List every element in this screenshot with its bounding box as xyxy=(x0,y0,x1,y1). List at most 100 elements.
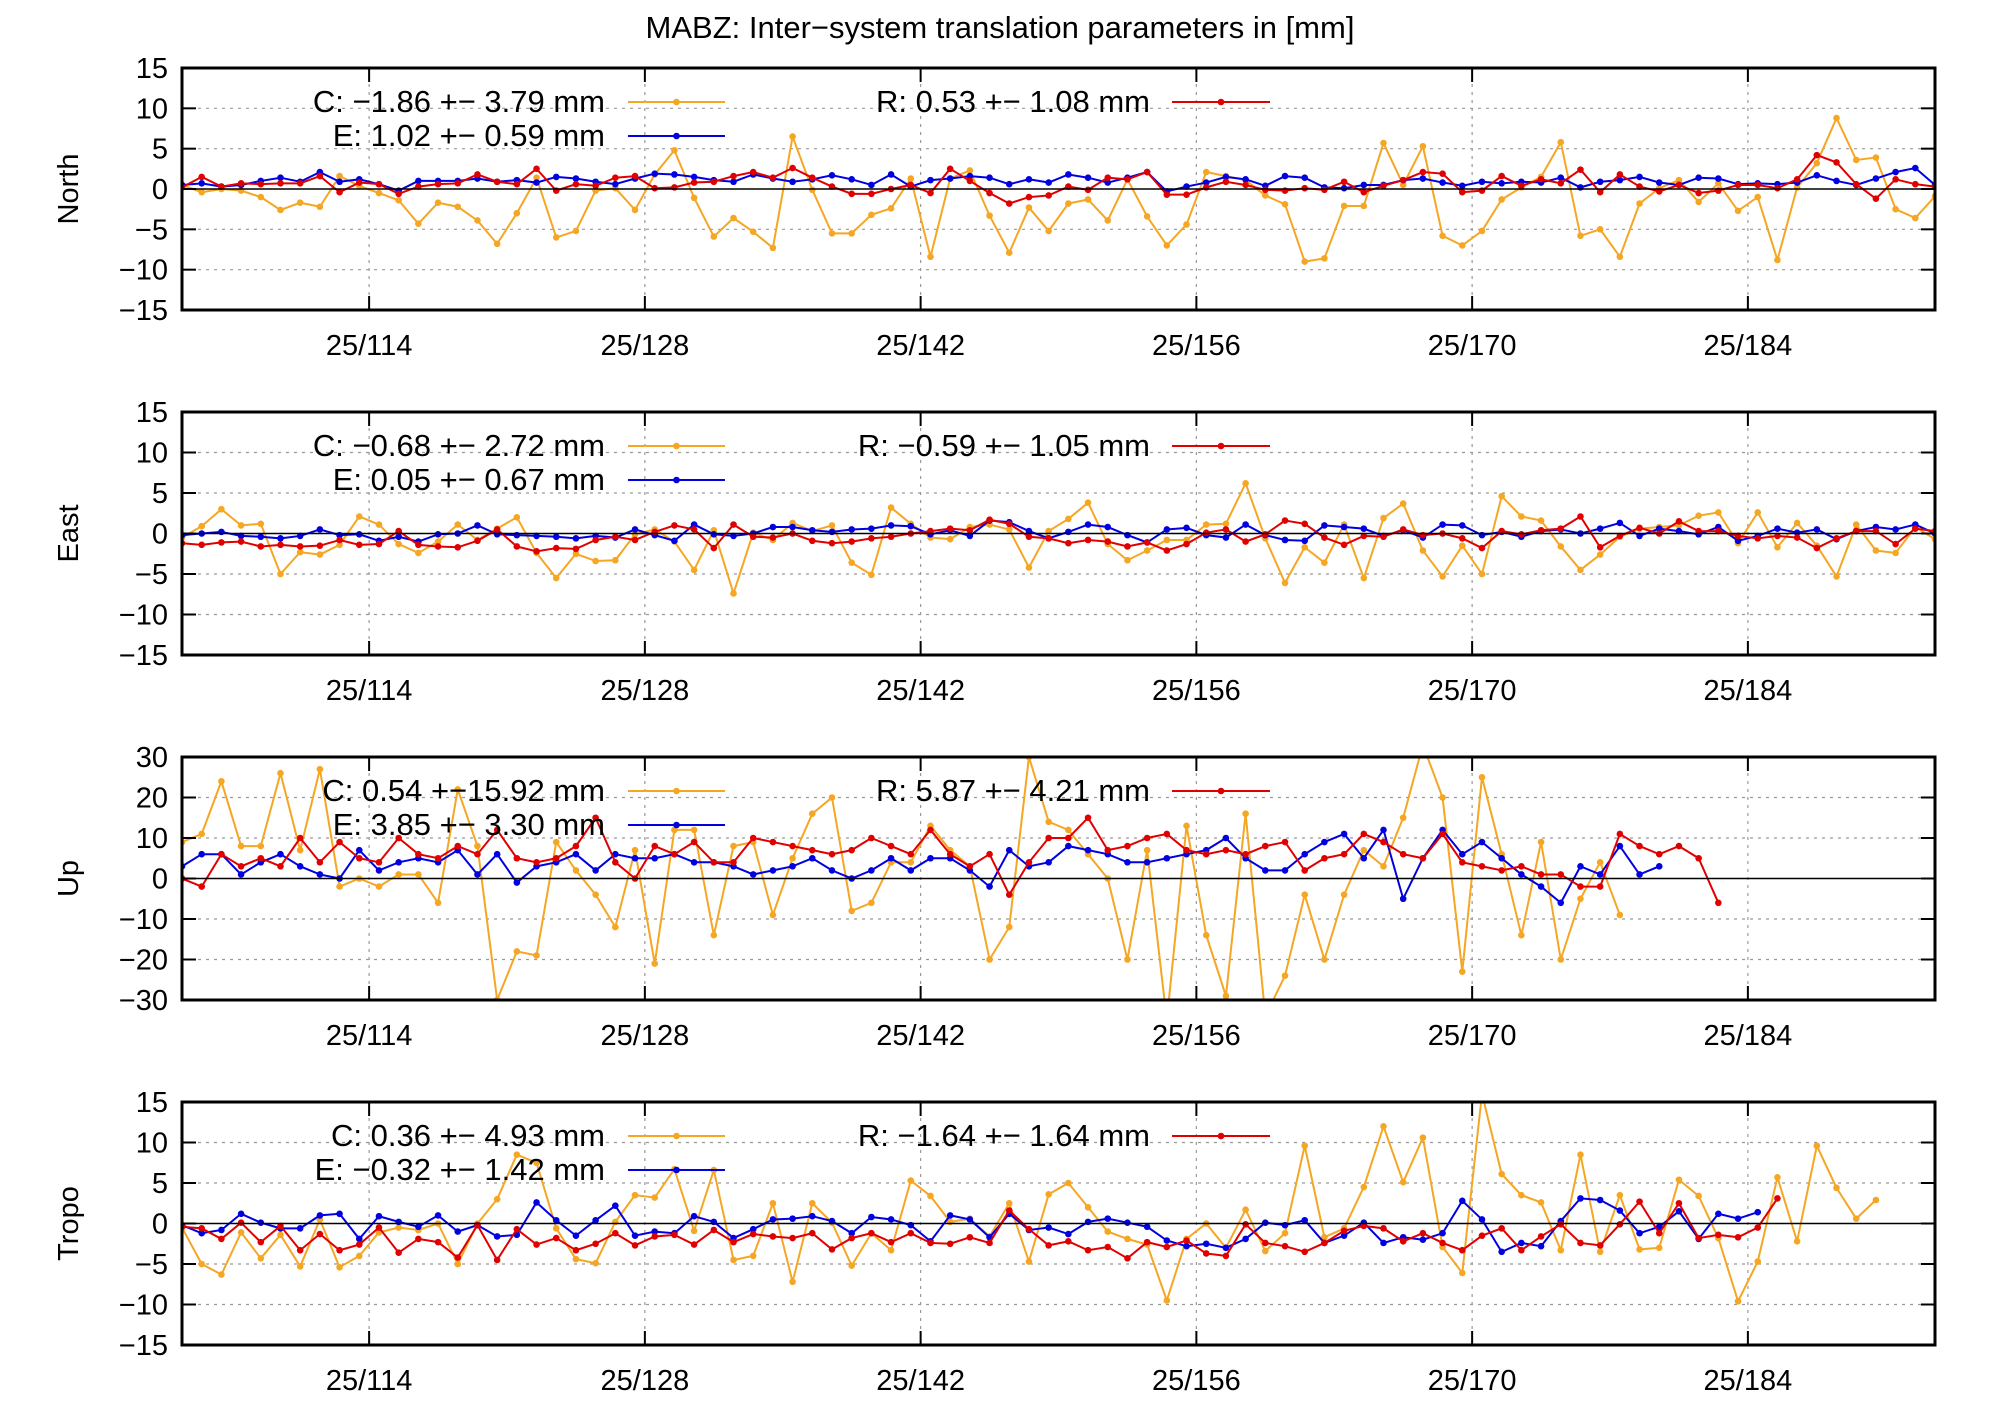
data-point xyxy=(316,526,324,533)
data-point xyxy=(651,960,659,967)
data-point xyxy=(1793,529,1801,536)
data-point xyxy=(1321,1233,1328,1241)
data-point xyxy=(1005,520,1013,528)
data-point xyxy=(355,513,363,520)
data-point xyxy=(1971,180,1978,187)
data-point xyxy=(946,535,954,543)
data-point xyxy=(1695,512,1702,519)
data-point xyxy=(1340,184,1348,192)
data-point xyxy=(1458,182,1466,190)
series-line xyxy=(182,480,1935,597)
data-point xyxy=(907,175,915,182)
y-tick-label: 5 xyxy=(152,478,168,510)
data-point xyxy=(1557,1221,1565,1228)
legend-label-R: R: 0.53 +− 1.08 mm xyxy=(876,84,1150,119)
data-point xyxy=(1971,182,1978,189)
data-point xyxy=(395,196,402,204)
data-point xyxy=(927,253,934,261)
data-point xyxy=(533,1241,540,1248)
data-point xyxy=(375,1212,383,1220)
x-tick-label: 25/156 xyxy=(1152,675,1241,707)
data-point xyxy=(789,1215,796,1222)
data-point xyxy=(592,1216,599,1224)
data-point xyxy=(1892,168,1899,176)
data-point xyxy=(730,521,737,528)
data-point xyxy=(730,1256,737,1264)
data-point xyxy=(631,526,639,533)
data-point xyxy=(1104,179,1112,186)
data-point xyxy=(1380,1225,1387,1232)
data-point xyxy=(277,850,284,858)
data-point xyxy=(907,867,915,874)
data-point xyxy=(1695,174,1702,182)
data-point xyxy=(415,871,422,878)
data-point xyxy=(1991,181,1998,188)
data-point xyxy=(1242,850,1249,858)
data-point xyxy=(198,1225,205,1232)
data-point xyxy=(1025,176,1033,183)
data-point xyxy=(316,172,324,180)
y-tick-label: −10 xyxy=(119,904,168,936)
data-point xyxy=(1065,826,1072,834)
data-point xyxy=(1360,830,1368,838)
data-point xyxy=(1143,1238,1151,1246)
data-point xyxy=(454,1228,462,1235)
data-point xyxy=(769,867,777,874)
x-tick-label: 25/128 xyxy=(601,1365,690,1397)
y-tick-label: 15 xyxy=(136,1087,168,1119)
data-point xyxy=(1419,142,1427,150)
data-point xyxy=(1163,536,1171,544)
y-tick-label: 5 xyxy=(152,134,168,166)
data-point xyxy=(1596,871,1604,878)
x-tick-label: 25/142 xyxy=(876,1020,965,1052)
data-point xyxy=(651,842,659,850)
legend-marker-E xyxy=(673,132,680,140)
data-point xyxy=(1084,521,1092,528)
data-point xyxy=(434,1238,442,1246)
data-point xyxy=(1734,207,1742,215)
data-point xyxy=(1380,1239,1387,1247)
data-point xyxy=(1734,537,1742,545)
data-point xyxy=(769,838,777,846)
data-point xyxy=(1045,834,1052,842)
legend-marker-C xyxy=(673,442,680,450)
data-point xyxy=(651,1228,659,1235)
data-point xyxy=(1655,863,1663,870)
data-point xyxy=(1557,899,1565,907)
y-tick-label: −5 xyxy=(135,1249,168,1281)
data-point xyxy=(1774,1174,1781,1181)
data-point xyxy=(1715,1231,1722,1239)
data-point xyxy=(1419,547,1427,554)
data-point xyxy=(966,863,974,870)
data-point xyxy=(1380,1123,1387,1130)
data-point xyxy=(907,1229,915,1237)
data-point xyxy=(1084,1204,1092,1211)
data-point xyxy=(868,899,875,907)
data-point xyxy=(1734,181,1742,189)
data-point xyxy=(1478,178,1486,186)
data-point xyxy=(316,859,324,866)
x-tick-label: 25/184 xyxy=(1704,1365,1793,1397)
data-point xyxy=(1163,1297,1171,1304)
data-point xyxy=(1774,543,1781,551)
data-point xyxy=(887,171,895,178)
data-point xyxy=(1774,1195,1781,1202)
data-point xyxy=(1222,834,1230,842)
data-point xyxy=(1537,883,1545,890)
data-point xyxy=(1380,514,1387,522)
x-tick-label: 25/170 xyxy=(1428,1365,1517,1397)
y-tick-label: 20 xyxy=(136,783,168,815)
data-point xyxy=(296,548,304,556)
data-point xyxy=(710,1226,718,1234)
data-point xyxy=(592,1240,599,1248)
data-point xyxy=(828,522,836,529)
data-point xyxy=(966,172,974,180)
data-point xyxy=(296,199,304,207)
data-point xyxy=(1084,536,1092,544)
data-point xyxy=(828,850,836,858)
data-point xyxy=(789,1234,796,1242)
data-point xyxy=(552,234,560,241)
data-point xyxy=(1439,179,1446,186)
data-point xyxy=(848,1262,855,1269)
data-point xyxy=(1065,842,1072,850)
